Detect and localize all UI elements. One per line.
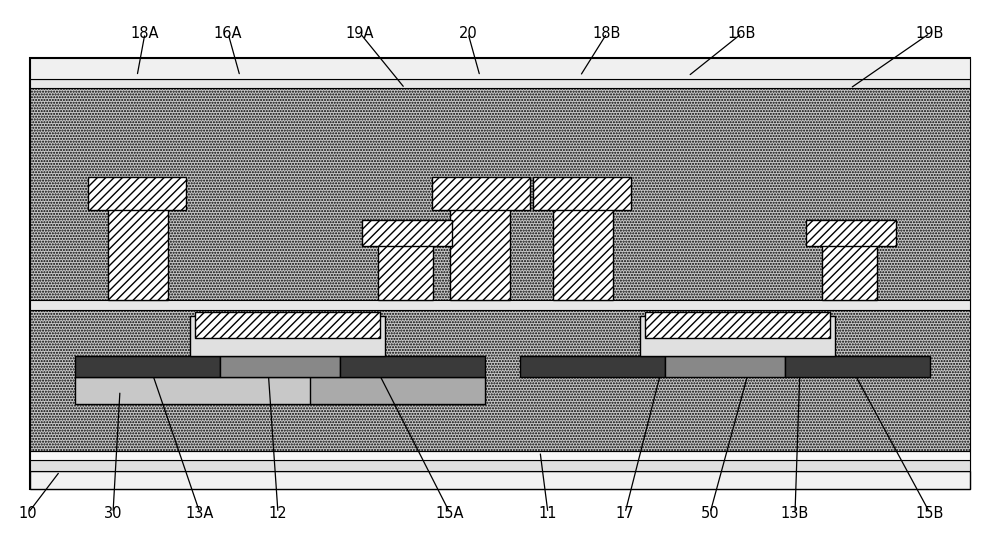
Text: 18A: 18A <box>131 25 159 41</box>
Text: 15B: 15B <box>916 505 944 521</box>
Text: 13A: 13A <box>186 505 214 521</box>
Bar <box>30 58 970 489</box>
Bar <box>88 177 186 210</box>
Bar <box>75 356 220 377</box>
Text: 15A: 15A <box>436 505 464 521</box>
Bar <box>30 88 970 300</box>
Text: 19A: 19A <box>346 25 374 41</box>
Bar <box>30 300 970 310</box>
Bar <box>362 220 452 246</box>
Text: 20: 20 <box>459 25 477 41</box>
Bar <box>30 451 970 460</box>
Bar <box>640 316 835 356</box>
Text: 13B: 13B <box>781 505 809 521</box>
Bar <box>785 356 930 377</box>
Bar <box>645 312 830 338</box>
Bar <box>75 377 485 404</box>
Text: 11: 11 <box>539 505 557 521</box>
Bar <box>378 228 433 300</box>
Bar <box>665 356 785 377</box>
Text: 30: 30 <box>104 505 122 521</box>
Bar <box>806 220 896 246</box>
Bar <box>432 177 530 210</box>
Bar <box>30 471 970 489</box>
Bar <box>30 79 970 88</box>
Bar <box>450 192 510 300</box>
Text: 16B: 16B <box>728 25 756 41</box>
Bar <box>340 356 485 377</box>
Text: 50: 50 <box>701 505 719 521</box>
Bar <box>190 316 385 356</box>
Bar <box>30 460 970 471</box>
Text: 17: 17 <box>616 505 634 521</box>
Bar <box>553 192 613 300</box>
Bar <box>310 377 485 404</box>
Text: 10: 10 <box>19 505 37 521</box>
Bar <box>195 312 380 338</box>
Text: 12: 12 <box>269 505 287 521</box>
Bar <box>533 177 631 210</box>
Bar <box>30 58 970 79</box>
Bar <box>30 310 970 451</box>
Text: 19B: 19B <box>916 25 944 41</box>
Bar <box>220 356 340 377</box>
Text: 18B: 18B <box>593 25 621 41</box>
Bar <box>108 192 168 300</box>
Text: 16A: 16A <box>214 25 242 41</box>
Bar <box>520 356 665 377</box>
Bar <box>822 228 877 300</box>
